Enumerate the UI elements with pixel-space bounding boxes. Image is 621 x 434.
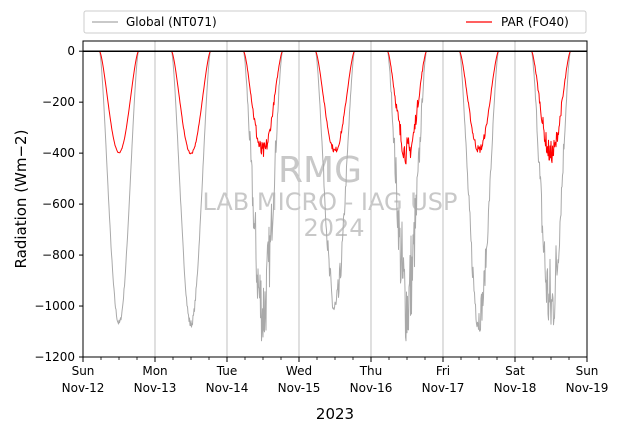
- watermark-line-1: RMG: [278, 150, 362, 191]
- x-tick-date-6: Nov-18: [494, 381, 537, 395]
- x-tick-date-1: Nov-13: [134, 381, 177, 395]
- x-tick-day-7: Sun: [576, 364, 599, 378]
- x-tick-day-5: Fri: [436, 364, 450, 378]
- x-tick-date-4: Nov-16: [350, 381, 393, 395]
- x-tick-date-0: Nov-12: [62, 381, 105, 395]
- x-tick-day-0: Sun: [72, 364, 95, 378]
- y-tick-label-2: −400: [42, 146, 75, 160]
- watermark-line-3: 2024: [303, 214, 364, 242]
- x-tick-day-1: Mon: [142, 364, 167, 378]
- y-tick-label-4: −800: [42, 248, 75, 262]
- legend-box: [83, 10, 587, 34]
- legend: Global (NT071) PAR (FO40): [83, 10, 587, 34]
- watermark: RMG LAB MICRO - IAG USP 2024: [202, 150, 457, 242]
- x-axis-title: 2023: [316, 405, 354, 423]
- y-tick-label-6: −1200: [34, 350, 75, 364]
- x-tick-day-4: Thu: [359, 364, 383, 378]
- y-tick-label-3: −600: [42, 197, 75, 211]
- x-tick-date-3: Nov-15: [278, 381, 321, 395]
- x-tick-day-6: Sat: [505, 364, 525, 378]
- legend-label-par: PAR (FO40): [501, 15, 569, 29]
- x-tick-day-2: Tue: [216, 364, 238, 378]
- y-axis: 0 −200 −400 −600 −800 −1000 −1200: [34, 44, 83, 364]
- legend-label-global: Global (NT071): [126, 15, 217, 29]
- gridlines: [154, 41, 516, 357]
- y-tick-label-0: 0: [67, 44, 75, 58]
- x-tick-date-7: Nov-19: [566, 381, 609, 395]
- y-axis-title: Radiation (Wm−2): [12, 130, 30, 269]
- y-tick-label-1: −200: [42, 95, 75, 109]
- x-tick-day-3: Wed: [286, 364, 312, 378]
- watermark-line-2: LAB MICRO - IAG USP: [202, 188, 457, 216]
- x-tick-date-5: Nov-17: [422, 381, 465, 395]
- y-tick-label-5: −1000: [34, 299, 75, 313]
- x-tick-date-2: Nov-14: [206, 381, 249, 395]
- x-axis: Sun Nov-12 Mon Nov-13 Tue Nov-14 Wed Nov-15 Thu N…: [62, 357, 609, 395]
